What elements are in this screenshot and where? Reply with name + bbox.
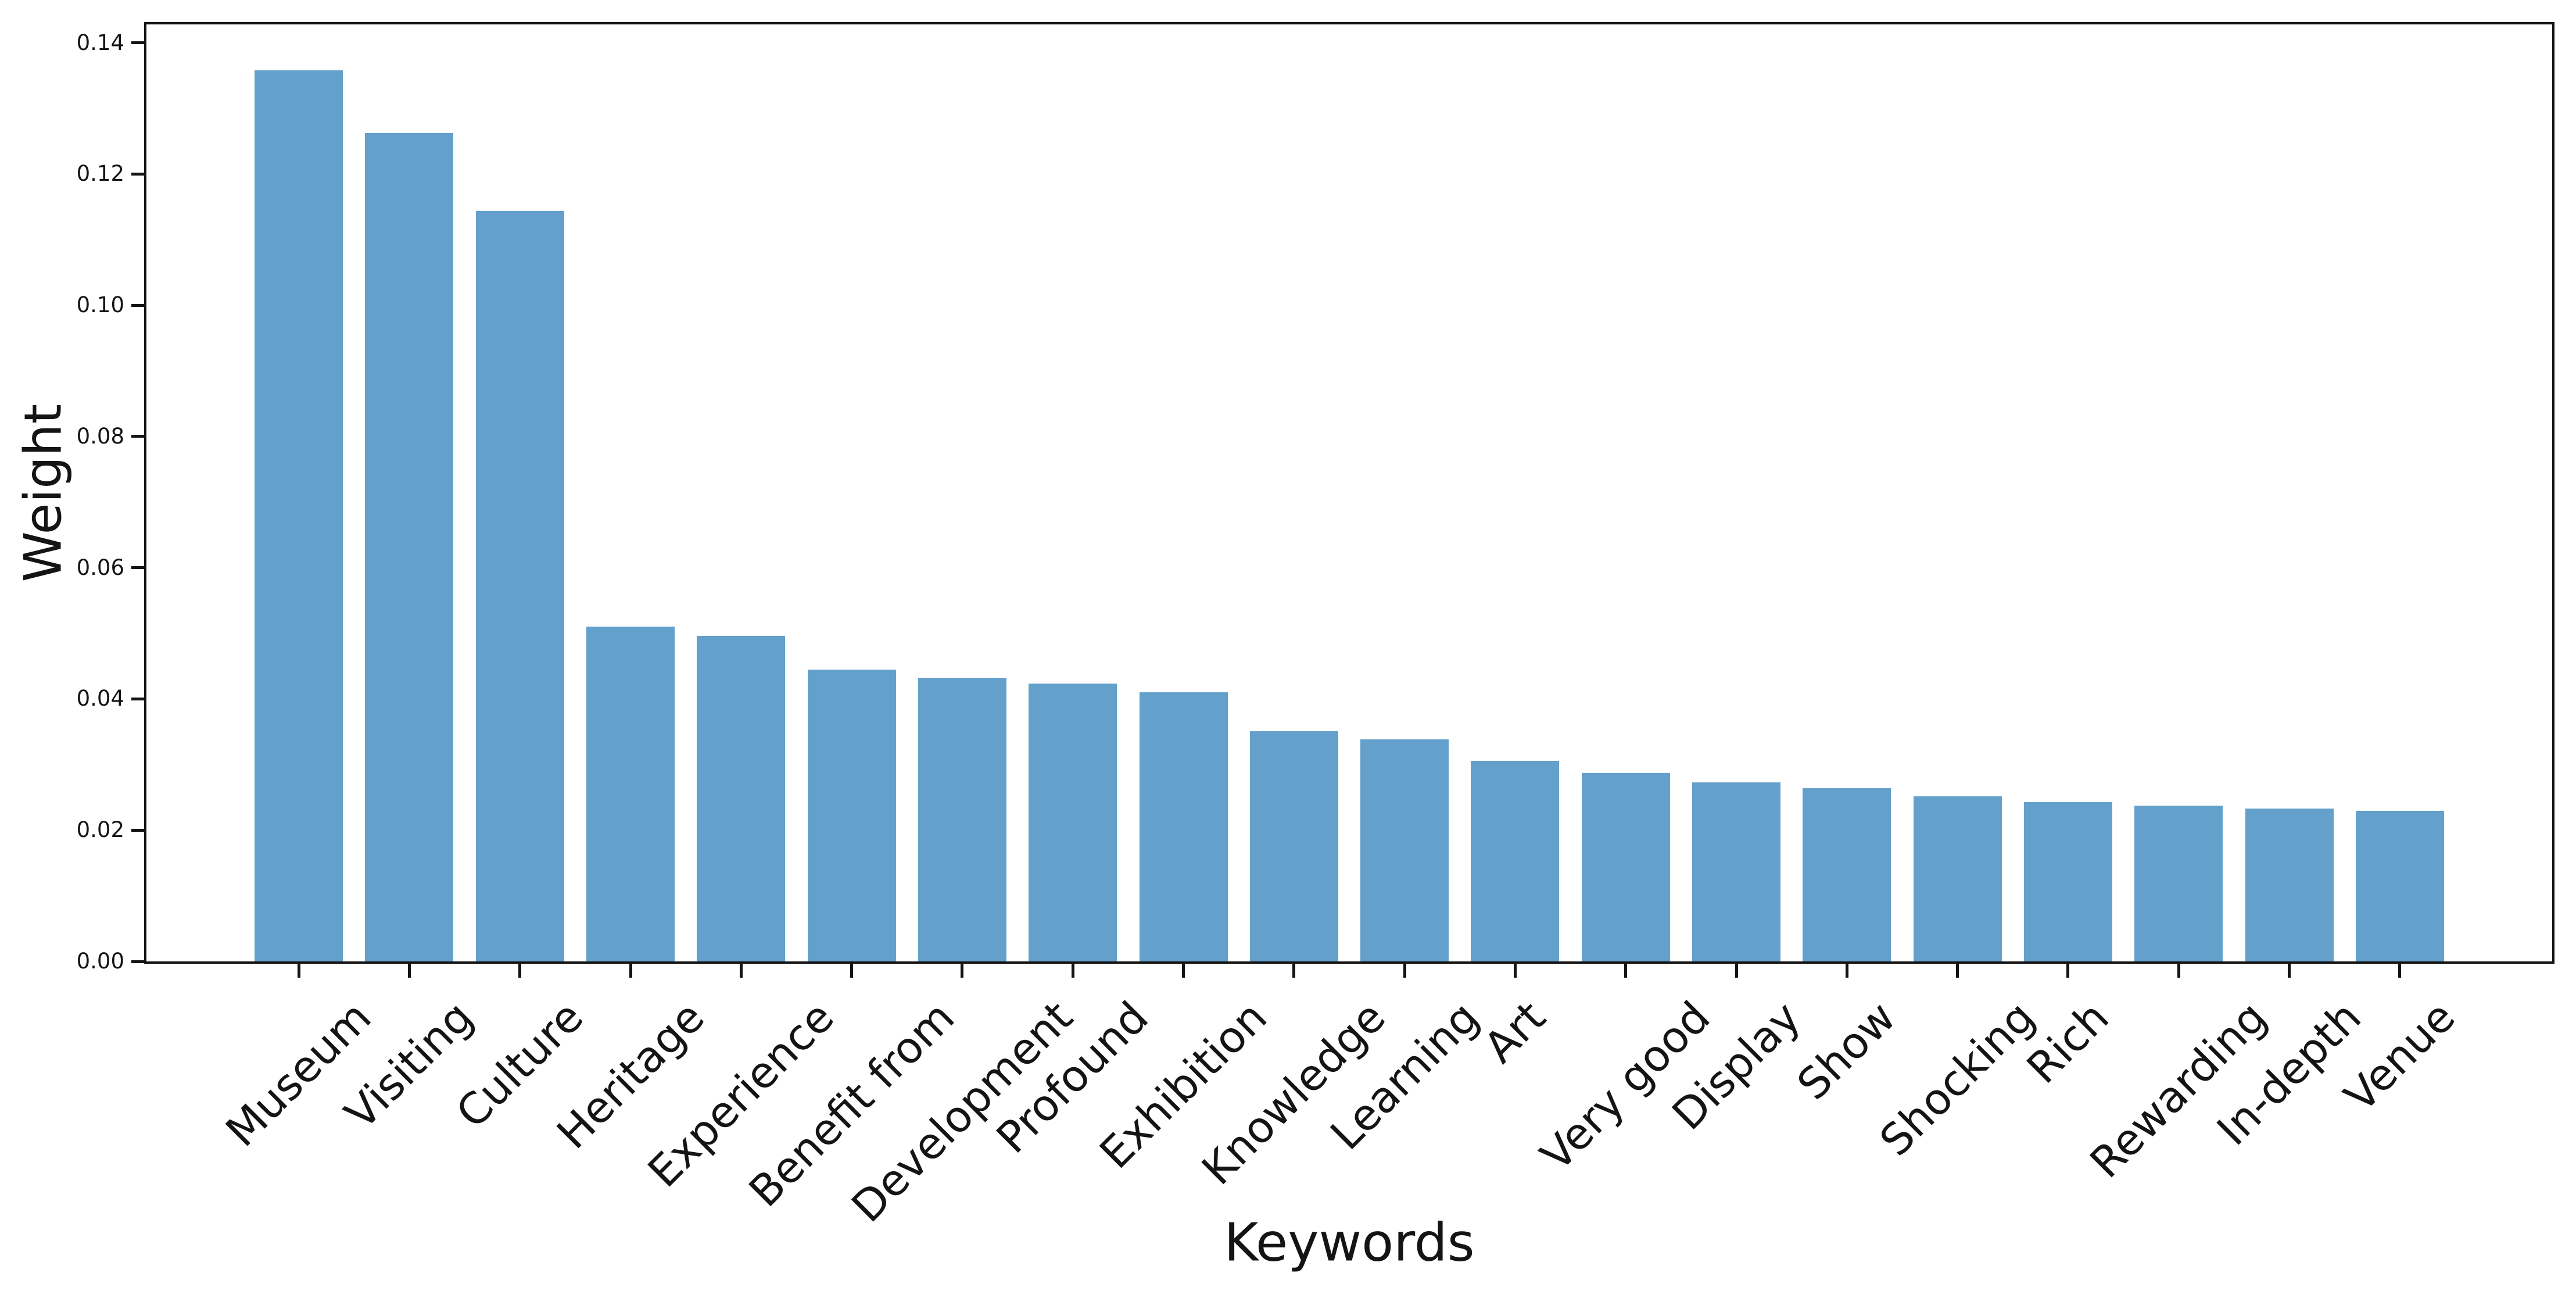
bar-show <box>1803 788 1891 961</box>
y-tick-label: 0.00 <box>76 949 124 974</box>
bar-benefit-from <box>807 670 896 961</box>
y-tick-mark <box>131 697 144 700</box>
x-tick-mark <box>2398 964 2402 978</box>
bar-visiting <box>365 133 454 961</box>
y-tick-label: 0.04 <box>76 686 124 711</box>
x-tick-mark <box>1071 964 1074 978</box>
x-tick-mark <box>1292 964 1296 978</box>
x-tick-label-rich: Rich <box>2017 992 2119 1093</box>
bar-culture <box>475 211 564 961</box>
y-tick-label: 0.06 <box>76 555 124 580</box>
x-tick-mark <box>961 964 964 978</box>
plot-area <box>144 22 2554 964</box>
x-tick-mark <box>2288 964 2291 978</box>
x-tick-mark <box>1182 964 1185 978</box>
y-tick-label: 0.14 <box>76 30 124 55</box>
bar-development <box>918 678 1006 961</box>
bar-venue <box>2355 811 2444 961</box>
x-tick-label-shocking: Shocking <box>1871 992 2045 1166</box>
x-tick-mark <box>297 964 300 978</box>
bar-knowledge <box>1249 731 1338 961</box>
y-tick-mark <box>131 566 144 570</box>
x-tick-mark <box>1735 964 1738 978</box>
x-tick-label-museum: Museum <box>216 992 381 1157</box>
bar-museum <box>255 70 343 961</box>
x-tick-mark <box>739 964 743 978</box>
x-tick-label-benefit-from: Benefit from <box>739 992 964 1217</box>
x-tick-mark <box>1956 964 1959 978</box>
y-tick-mark <box>131 435 144 438</box>
bar-very-good <box>1581 773 1670 961</box>
y-tick-label: 0.10 <box>76 292 124 318</box>
y-tick-label: 0.02 <box>76 817 124 843</box>
x-tick-mark <box>850 964 854 978</box>
x-tick-mark <box>629 964 632 978</box>
y-tick-label: 0.08 <box>76 423 124 449</box>
bar-experience <box>697 636 786 961</box>
y-tick-mark <box>131 303 144 307</box>
x-tick-mark <box>1403 964 1406 978</box>
x-tick-mark <box>2066 964 2070 978</box>
y-tick-mark <box>131 172 144 176</box>
x-tick-mark <box>1845 964 1848 978</box>
x-tick-mark <box>2177 964 2180 978</box>
x-tick-mark <box>1513 964 1517 978</box>
bar-rewarding <box>2134 806 2223 961</box>
y-tick-mark <box>131 828 144 832</box>
x-tick-mark <box>518 964 522 978</box>
x-tick-label-show: Show <box>1788 992 1906 1110</box>
x-tick-label-art: Art <box>1475 992 1556 1073</box>
y-tick-mark <box>131 41 144 45</box>
bar-profound <box>1029 684 1117 961</box>
y-tick-label: 0.12 <box>76 161 124 187</box>
bar-in-depth <box>2245 809 2334 961</box>
x-tick-mark <box>407 964 411 978</box>
bar-rich <box>2023 802 2112 961</box>
y-tick-mark <box>131 960 144 963</box>
x-axis-title-text: Keywords <box>1224 1212 1475 1274</box>
bar-shocking <box>1913 796 2002 961</box>
bar-exhibition <box>1139 692 1228 961</box>
bar-display <box>1692 782 1781 961</box>
y-axis-title-text: Weight <box>13 403 73 582</box>
bar-art <box>1471 761 1560 961</box>
x-tick-mark <box>1624 964 1628 978</box>
bars-container <box>146 24 2552 961</box>
bar-heritage <box>586 627 675 961</box>
bar-learning <box>1360 739 1449 961</box>
